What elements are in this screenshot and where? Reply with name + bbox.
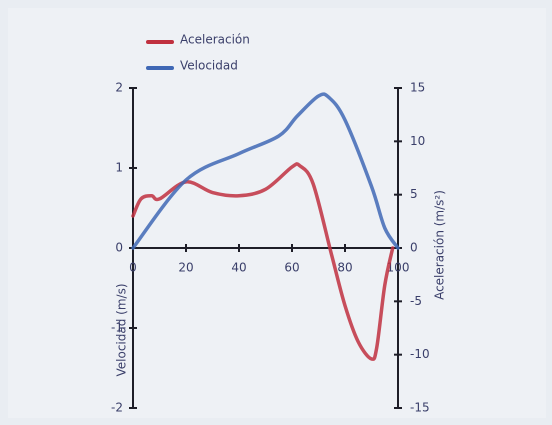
y2-tick-label: 15 — [410, 81, 425, 95]
y2-tick-label: -5 — [410, 294, 422, 308]
x-tick-label: 100 — [387, 261, 410, 275]
x-tick-label: 60 — [284, 261, 299, 275]
legend-label: Aceleración — [180, 33, 250, 47]
y2-tick-label: -15 — [410, 401, 430, 415]
paper — [8, 8, 546, 418]
x-tick-label: 80 — [337, 261, 352, 275]
y-tick-label: 2 — [115, 81, 123, 95]
y2-tick-label: -10 — [410, 347, 430, 361]
x-tick-label: 20 — [178, 261, 193, 275]
data-line — [131, 92, 400, 250]
y2-tick-label: 5 — [410, 187, 418, 201]
y2-tick-label: 0 — [410, 241, 418, 255]
y2-axis-label: Aceleración (m/s²) — [433, 190, 447, 300]
y2-tick-label: 10 — [410, 134, 425, 148]
y-tick-label: -1 — [111, 321, 123, 335]
x-tick-label: 0 — [129, 261, 137, 275]
y-tick-label: 0 — [115, 241, 123, 255]
y-tick-label: 1 — [115, 161, 123, 175]
legend-label: Velocidad — [180, 59, 238, 73]
x-tick-label: 40 — [231, 261, 246, 275]
y-tick-label: -2 — [111, 401, 123, 415]
data-line — [131, 162, 395, 361]
y-axis-label: Velocidad (m/s) — [115, 283, 129, 376]
